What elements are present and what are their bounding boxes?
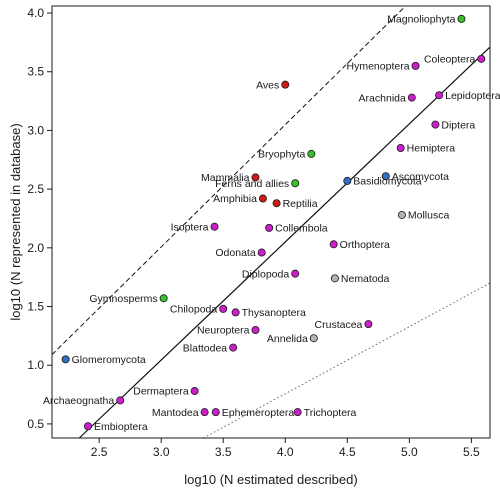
point-coleoptera — [477, 54, 486, 63]
label-ephemeroptera: Ephemeroptera — [222, 407, 295, 419]
point-neuroptera — [251, 325, 260, 334]
label-odonata: Odonata — [215, 247, 255, 259]
label-dermaptera: Dermaptera — [133, 386, 189, 398]
y-tick-label: 2.0 — [27, 241, 44, 255]
point-mantodea — [200, 408, 209, 417]
label-aves: Aves — [256, 79, 279, 91]
point-ferns-and-allies — [291, 179, 300, 188]
label-annelida: Annelida — [267, 333, 308, 345]
label-nematoda: Nematoda — [341, 273, 390, 285]
point-basidiomycota — [343, 176, 352, 185]
x-tick-label: 3.0 — [153, 445, 170, 459]
label-lepidoptera: Lepidoptera — [445, 90, 500, 102]
y-axis: 0.5 1.0 1.5 2.0 2.5 3.0 3.5 4.0 — [27, 6, 52, 431]
point-collembola — [265, 223, 274, 232]
x-tick-label: 2.5 — [91, 445, 108, 459]
point-arachnida — [407, 93, 416, 102]
label-crustacea: Crustacea — [315, 319, 363, 331]
point-isoptera — [210, 222, 219, 231]
point-labels: Magnoliophyta Coleoptera Hymenoptera Aves Ar… — [43, 14, 500, 433]
point-odonata — [257, 248, 266, 257]
point-blattodea — [229, 343, 238, 352]
y-tick-label: 4.0 — [27, 6, 44, 20]
label-mammalia: Mammalia — [201, 172, 250, 184]
label-coleoptera: Coleoptera — [424, 54, 476, 66]
point-amphibia — [258, 194, 267, 203]
label-orthoptera: Orthoptera — [340, 239, 390, 251]
point-aves — [281, 80, 290, 89]
label-blattodea: Blattodea — [183, 342, 228, 354]
label-chilopoda: Chilopoda — [170, 304, 217, 316]
point-ascomycota — [381, 172, 390, 181]
label-diptera: Diptera — [441, 119, 475, 131]
point-diptera — [431, 120, 440, 129]
y-tick-label: 3.5 — [27, 65, 44, 79]
point-lepidoptera — [435, 91, 444, 100]
point-embioptera — [83, 422, 92, 431]
point-bryophyta — [307, 149, 316, 158]
label-hymenoptera: Hymenoptera — [347, 61, 410, 73]
x-tick-label: 5.0 — [401, 445, 418, 459]
y-tick-label: 1.0 — [27, 358, 44, 372]
y-axis-title: log10 (N represented in database) — [8, 123, 23, 320]
point-reptilia — [272, 199, 281, 208]
point-hymenoptera — [411, 61, 420, 70]
y-tick-label: 1.5 — [27, 300, 44, 314]
label-bryophyta: Bryophyta — [258, 149, 305, 161]
point-dermaptera — [190, 387, 199, 396]
point-diplopoda — [291, 269, 300, 278]
point-crustacea — [364, 320, 373, 329]
x-tick-label: 5.5 — [463, 445, 480, 459]
point-trichoptera — [293, 408, 302, 417]
point-chilopoda — [219, 304, 228, 313]
solid-reference-line — [78, 46, 491, 439]
label-neuroptera: Neuroptera — [197, 325, 250, 337]
label-hemiptera: Hemiptera — [407, 143, 456, 155]
point-mollusca — [397, 210, 406, 219]
dashed-reference-line — [51, 5, 406, 356]
x-tick-label: 4.5 — [339, 445, 356, 459]
point-mammalia — [251, 173, 260, 182]
point-ephemeroptera — [211, 408, 220, 417]
y-tick-label: 0.5 — [27, 417, 44, 431]
point-thysanoptera — [231, 308, 240, 317]
point-hemiptera — [396, 144, 405, 153]
label-mantodea: Mantodea — [152, 407, 199, 419]
y-tick-label: 3.0 — [27, 123, 44, 137]
label-gymnosperms: Gymnosperms — [89, 293, 157, 305]
point-glomeromycota — [61, 355, 70, 364]
label-archaeognatha: Archaeognatha — [43, 395, 114, 407]
point-gymnosperms — [159, 294, 168, 303]
x-tick-label: 4.0 — [277, 445, 294, 459]
label-isoptera: Isoptera — [171, 221, 209, 233]
label-embioptera: Embioptera — [94, 421, 148, 433]
point-archaeognatha — [116, 396, 125, 405]
label-ascomycota: Ascomycota — [392, 171, 449, 183]
label-diplopoda: Diplopoda — [242, 268, 289, 280]
plot-frame — [51, 5, 491, 439]
label-arachnida: Arachnida — [359, 92, 406, 104]
reference-lines — [51, 5, 491, 439]
point-orthoptera — [329, 240, 338, 249]
label-reptilia: Reptilia — [283, 198, 318, 210]
x-tick-label: 3.5 — [215, 445, 232, 459]
x-axis-title: log10 (N estimated described) — [184, 472, 357, 487]
data-points — [61, 14, 486, 431]
label-ferns-and-allies: Ferns and allies — [215, 178, 289, 190]
label-basidiomycota: Basidiomycota — [353, 176, 421, 188]
point-nematoda — [330, 274, 339, 283]
label-mollusca: Mollusca — [408, 210, 450, 222]
point-annelida — [309, 334, 318, 343]
label-glomeromycota: Glomeromycota — [72, 354, 146, 366]
x-axis: 2.5 3.0 3.5 4.0 4.5 5.0 5.5 — [91, 438, 480, 459]
label-collembola: Collembola — [275, 223, 328, 235]
label-thysanoptera: Thysanoptera — [242, 307, 306, 319]
label-amphibia: Amphibia — [213, 193, 257, 205]
label-magnoliophyta: Magnoliophyta — [387, 14, 455, 26]
y-tick-label: 2.5 — [27, 182, 44, 196]
point-magnoliophyta — [457, 14, 466, 23]
label-trichoptera: Trichoptera — [304, 407, 357, 419]
